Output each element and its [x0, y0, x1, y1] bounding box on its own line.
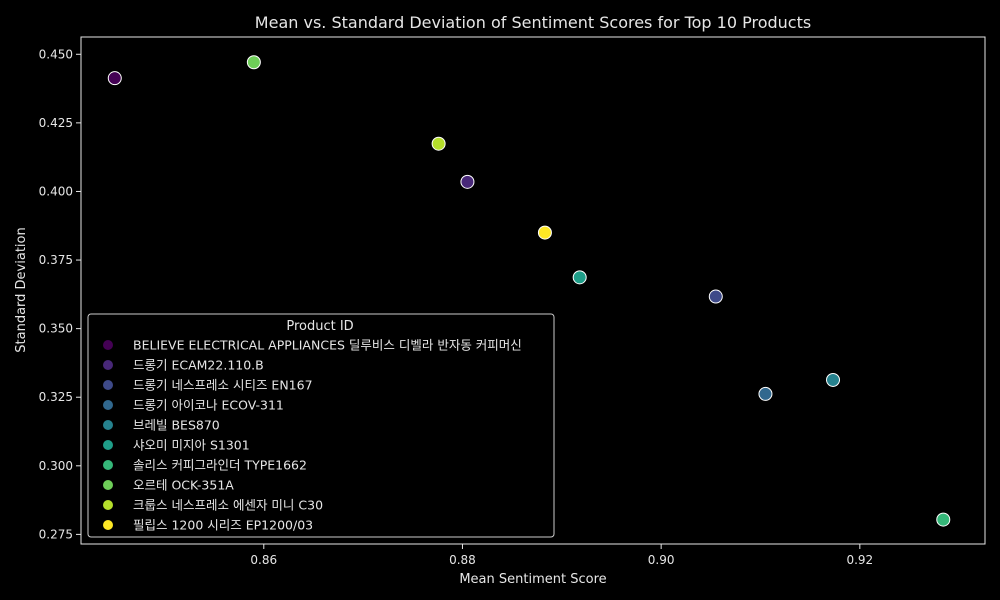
legend-title: Product ID [286, 319, 353, 334]
x-tick-label: 0.90 [648, 553, 675, 567]
legend-label: 오르테 OCK-351A [133, 478, 234, 493]
data-point [537, 225, 552, 240]
y-tick-label: 0.450 [39, 47, 73, 61]
x-axis-label: Mean Sentiment Score [459, 572, 606, 587]
legend-label: 필립스 1200 시리즈 EP1200/03 [133, 518, 313, 533]
legend-marker [103, 340, 113, 350]
legend-marker [103, 500, 113, 510]
legend-marker [103, 520, 113, 530]
y-tick-label: 0.350 [39, 322, 73, 336]
x-tick-label: 0.88 [449, 553, 476, 567]
data-point [107, 71, 122, 86]
y-axis: 0.275 0.300 0.325 0.350 0.375 0.400 0.425 0.450 [39, 47, 81, 541]
legend-marker [103, 420, 113, 430]
legend-marker [103, 360, 113, 370]
data-point [826, 372, 841, 387]
x-tick-label: 0.86 [250, 553, 277, 567]
y-tick-label: 0.275 [39, 527, 73, 541]
y-tick-label: 0.300 [39, 459, 73, 473]
legend-marker [103, 440, 113, 450]
data-points [107, 55, 951, 527]
legend-items: BELIEVE ELECTRICAL APPLIANCES 딜루비스 디벨라 반… [103, 338, 522, 533]
legend-label: 브레빌 BES870 [133, 418, 220, 433]
plot-area-frame [80, 36, 986, 545]
legend-label: 솔리스 커피그라인더 TYPE1662 [133, 458, 307, 473]
x-axis: 0.86 0.88 0.90 0.92 [250, 544, 873, 567]
legend-label: 드롱기 네스프레소 시티즈 EN167 [133, 378, 313, 393]
data-point [936, 512, 951, 527]
data-point [708, 289, 723, 304]
legend-label: 드롱기 아이코나 ECOV-311 [133, 398, 284, 413]
legend-label: BELIEVE ELECTRICAL APPLIANCES 딜루비스 디벨라 반… [133, 338, 522, 353]
data-point [431, 136, 446, 151]
legend-marker [103, 400, 113, 410]
legend-label: 샤오미 미지아 S1301 [133, 438, 250, 453]
y-tick-label: 0.375 [39, 253, 73, 267]
legend-box [87, 313, 555, 538]
data-point [460, 174, 475, 189]
data-point [246, 55, 261, 70]
y-axis-label: Standard Deviation [14, 227, 29, 352]
legend-label: 크룹스 네스프레소 에센자 미니 C30 [133, 498, 323, 513]
legend: Product ID BELIEVE ELECTRICAL APPLIANCES… [87, 313, 555, 538]
legend-marker [103, 460, 113, 470]
legend-label: 드롱기 ECAM22.110.B [133, 358, 264, 373]
chart-title: Mean vs. Standard Deviation of Sentiment… [255, 13, 811, 32]
data-point [572, 270, 587, 285]
y-tick-label: 0.400 [39, 184, 73, 198]
y-tick-label: 0.325 [39, 390, 73, 404]
legend-marker [103, 380, 113, 390]
x-tick-label: 0.92 [846, 553, 873, 567]
y-tick-label: 0.425 [39, 116, 73, 130]
data-point [758, 386, 773, 401]
legend-marker [103, 480, 113, 490]
